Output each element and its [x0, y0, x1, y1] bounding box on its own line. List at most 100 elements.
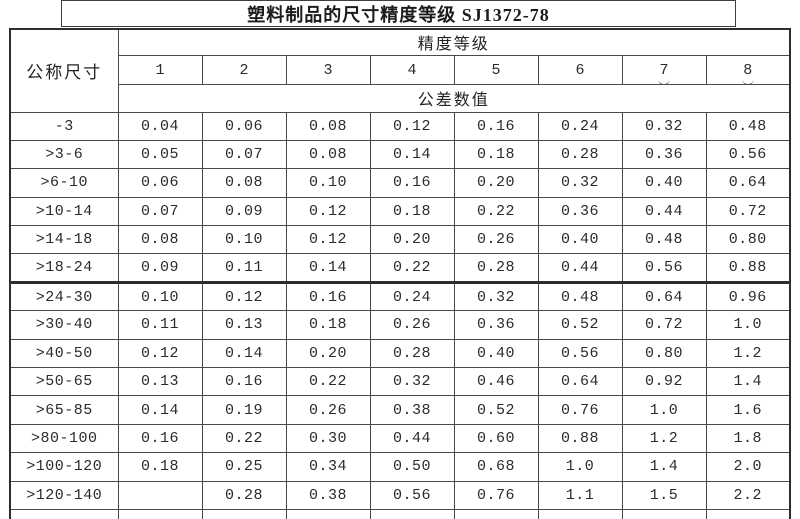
- tolerance-value-cell: 0.04: [117, 111, 203, 141]
- table-title: 塑料制品的尺寸精度等级 SJ1372-78: [247, 4, 550, 25]
- size-range-cell: >40-50: [9, 338, 119, 369]
- tolerance-value-cell: 0.26: [369, 310, 455, 340]
- tolerance-value-cell: 0.56: [369, 480, 455, 510]
- tolerance-value-cell: 0.24: [369, 280, 455, 312]
- grade-number: 4: [406, 60, 417, 80]
- tolerance-value-cell: 0.50: [369, 452, 455, 482]
- tolerance-value-cell: 0.32: [537, 168, 623, 198]
- empty-cell: [369, 508, 455, 519]
- tolerance-value-cell: 0.07: [201, 139, 287, 170]
- size-range-cell: >120-140: [9, 480, 119, 510]
- tolerance-value-cell: 0.46: [453, 367, 539, 397]
- tolerance-value-cell: 0.06: [201, 111, 287, 141]
- tolerance-value-cell: 0.44: [369, 423, 455, 454]
- tolerance-value-cell: 0.13: [117, 367, 203, 397]
- partial-table-row: [9, 508, 791, 519]
- tolerance-value-cell: 1.2: [705, 338, 791, 369]
- size-range-cell: >80-100: [9, 423, 119, 454]
- table-row: >65-85 0.14 0.19 0.26 0.38 0.52 0.76 1.0 1.6: [9, 395, 791, 425]
- tolerance-value-cell: 2.0: [705, 452, 791, 482]
- tolerance-value-cell: 0.28: [453, 253, 539, 283]
- tolerance-value-cell: 0.56: [621, 253, 707, 283]
- tolerance-value-cell: 0.64: [705, 168, 791, 198]
- table-row: -3 0.04 0.06 0.08 0.12 0.16 0.24 0.32 0.48: [9, 111, 791, 141]
- table-row: >14-18 0.08 0.10 0.12 0.20 0.26 0.40 0.48 0.80: [9, 225, 791, 255]
- tolerance-value-cell: 0.14: [285, 253, 371, 283]
- grade-column-header: 2: [201, 54, 287, 85]
- tolerance-table: 公称尺寸 精度等级 1 2 3 4 5 6 7 8 公差数值 -3 0.04 0.06 0.08 0.…: [9, 28, 792, 519]
- tolerance-value-cell: 0.48: [621, 225, 707, 255]
- size-range-cell: >14-18: [9, 225, 119, 255]
- tolerance-value-cell: 0.28: [201, 480, 287, 510]
- table-row: >30-40 0.11 0.13 0.18 0.26 0.36 0.52 0.72 1.0: [9, 310, 791, 340]
- tolerance-value-cell: 0.12: [369, 111, 455, 141]
- tolerance-value-cell: 0.56: [705, 139, 791, 170]
- tolerance-value-cell: 0.12: [285, 196, 371, 227]
- tolerance-value-cell: 0.48: [705, 111, 791, 141]
- empty-cell: [537, 508, 623, 519]
- tolerance-value-cell: 0.22: [201, 423, 287, 454]
- tolerance-value-cell: 0.80: [621, 338, 707, 369]
- tolerance-value-cell: 1.0: [705, 310, 791, 340]
- table-row: >3-6 0.05 0.07 0.08 0.14 0.18 0.28 0.36 0.56: [9, 139, 791, 170]
- tolerance-value-cell: 0.08: [285, 139, 371, 170]
- tolerance-value-cell: 0.11: [117, 310, 203, 340]
- grade-column-header: 7: [621, 54, 707, 85]
- tolerance-value-cell: 0.52: [453, 395, 539, 425]
- table-row: >80-100 0.16 0.22 0.30 0.44 0.60 0.88 1.2 1.8: [9, 423, 791, 454]
- tolerance-value-cell: 0.44: [537, 253, 623, 283]
- tolerance-value-cell: 0.64: [621, 280, 707, 312]
- tolerance-value-cell: 0.09: [117, 253, 203, 283]
- tolerance-value-cell: 1.5: [621, 480, 707, 510]
- header-row-group: 公称尺寸 精度等级: [9, 28, 791, 113]
- tolerance-value-cell: 0.32: [453, 280, 539, 312]
- grade-column-header: 5: [453, 54, 539, 85]
- tolerance-value-cell: 0.36: [621, 139, 707, 170]
- grade-number-label: 3: [323, 61, 333, 79]
- table-header: 公称尺寸 精度等级 1 2 3 4 5 6 7 8 公差数值: [9, 28, 791, 113]
- grade-column-header: 4: [369, 54, 455, 85]
- tolerance-value-cell: 0.16: [117, 423, 203, 454]
- size-range-cell: >10-14: [9, 196, 119, 227]
- empty-cell: [201, 508, 287, 519]
- grade-number: 1: [154, 60, 165, 80]
- tolerance-value-cell: 0.05: [117, 139, 203, 170]
- tolerance-value-cell: 0.22: [369, 253, 455, 283]
- tolerance-value-cell: 0.18: [117, 452, 203, 482]
- tolerance-value-cell: 0.52: [537, 310, 623, 340]
- tolerance-value-cell: 0.06: [117, 168, 203, 198]
- tolerance-value-cell: 0.40: [537, 225, 623, 255]
- tolerance-value-cell: 0.60: [453, 423, 539, 454]
- grade-number-label: 6: [575, 61, 585, 79]
- tolerance-value-cell: 1.4: [621, 452, 707, 482]
- tolerance-value-cell: 0.72: [705, 196, 791, 227]
- tolerance-value-cell: 0.48: [537, 280, 623, 312]
- tolerance-value-cell: 1.6: [705, 395, 791, 425]
- grade-number-label: 8: [743, 61, 753, 79]
- tolerance-value-cell: 0.18: [453, 139, 539, 170]
- tolerance-value-cell: 0.08: [201, 168, 287, 198]
- tolerance-value-cell: 0.13: [201, 310, 287, 340]
- tolerance-value-cell: 0.14: [201, 338, 287, 369]
- grade-number-label: 7: [659, 61, 669, 79]
- empty-cell: [453, 508, 539, 519]
- tolerance-value-cell: 0.22: [453, 196, 539, 227]
- grade-number: 2: [238, 60, 249, 80]
- table-title-box: 塑料制品的尺寸精度等级 SJ1372-78: [61, 0, 736, 27]
- size-range-cell: >18-24: [9, 253, 119, 283]
- tolerance-value-cell: 0.32: [621, 111, 707, 141]
- tolerance-value-cell: 0.10: [285, 168, 371, 198]
- empty-cell: [705, 508, 791, 519]
- table-row: >24-30 0.10 0.12 0.16 0.24 0.32 0.48 0.64 0.96: [9, 280, 791, 312]
- tolerance-values-header: 公差数值: [117, 83, 791, 113]
- size-range-cell: >6-10: [9, 168, 119, 198]
- tolerance-value-cell: 0.16: [453, 111, 539, 141]
- empty-cell: [621, 508, 707, 519]
- tolerance-value-cell: 0.40: [621, 168, 707, 198]
- size-range-cell: >24-30: [9, 280, 119, 312]
- grade-number: 6: [574, 60, 585, 80]
- tolerance-value-cell: 0.40: [453, 338, 539, 369]
- tolerance-value-cell: 0.18: [369, 196, 455, 227]
- grade-number: 7: [658, 60, 669, 80]
- grade-number: 8: [742, 60, 753, 80]
